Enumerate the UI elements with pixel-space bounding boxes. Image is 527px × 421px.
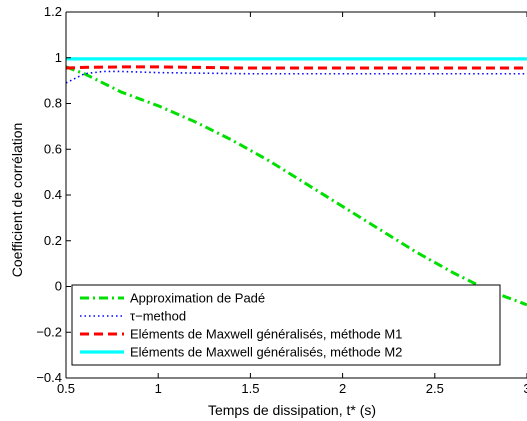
x-axis-label: Temps de dissipation, t* (s): [208, 402, 376, 418]
series-line-2: [66, 70, 527, 84]
y-tick-label: 1: [55, 50, 62, 65]
x-tick-label: 1.5: [241, 381, 259, 396]
y-tick-label: −0.2: [36, 324, 62, 339]
x-tick-label: 0.5: [57, 381, 75, 396]
legend-box: [71, 284, 501, 366]
legend-label-3: Eléments de Maxwell généralisés, méthode…: [130, 327, 402, 342]
x-ticks: 0.5 1 1.5 2 2.5 3: [57, 12, 527, 396]
y-ticks: −0.4 −0.2 0 0.2 0.4 0.6 0.8 1 1.2: [36, 4, 71, 385]
plot-area: [66, 57, 527, 307]
legend: Approximation de Padé τ−method Eléments de…: [71, 284, 501, 366]
x-tick-label: 3: [523, 381, 527, 396]
legend-label-4: Eléments de Maxwell généralisés, méthode…: [130, 345, 402, 360]
x-tick-label: 1: [155, 381, 162, 396]
y-tick-label: 0.2: [44, 233, 62, 248]
y-tick-label: 0.4: [44, 187, 62, 202]
y-tick-label: 0.6: [44, 141, 62, 156]
y-tick-label: 0.8: [44, 96, 62, 111]
legend-label-1: Approximation de Padé: [130, 291, 265, 306]
x-tick-label: 2: [339, 381, 346, 396]
series-line-1: [66, 65, 527, 307]
y-tick-label: 1.2: [44, 4, 62, 19]
series-line-3: [66, 65, 527, 70]
x-tick-label: 2.5: [426, 381, 444, 396]
legend-label-2: τ−method: [130, 309, 186, 324]
y-axis-label: Coefficient de corrélation: [9, 123, 25, 278]
y-tick-label: −0.4: [36, 370, 62, 385]
y-tick-label: 0: [55, 279, 62, 294]
